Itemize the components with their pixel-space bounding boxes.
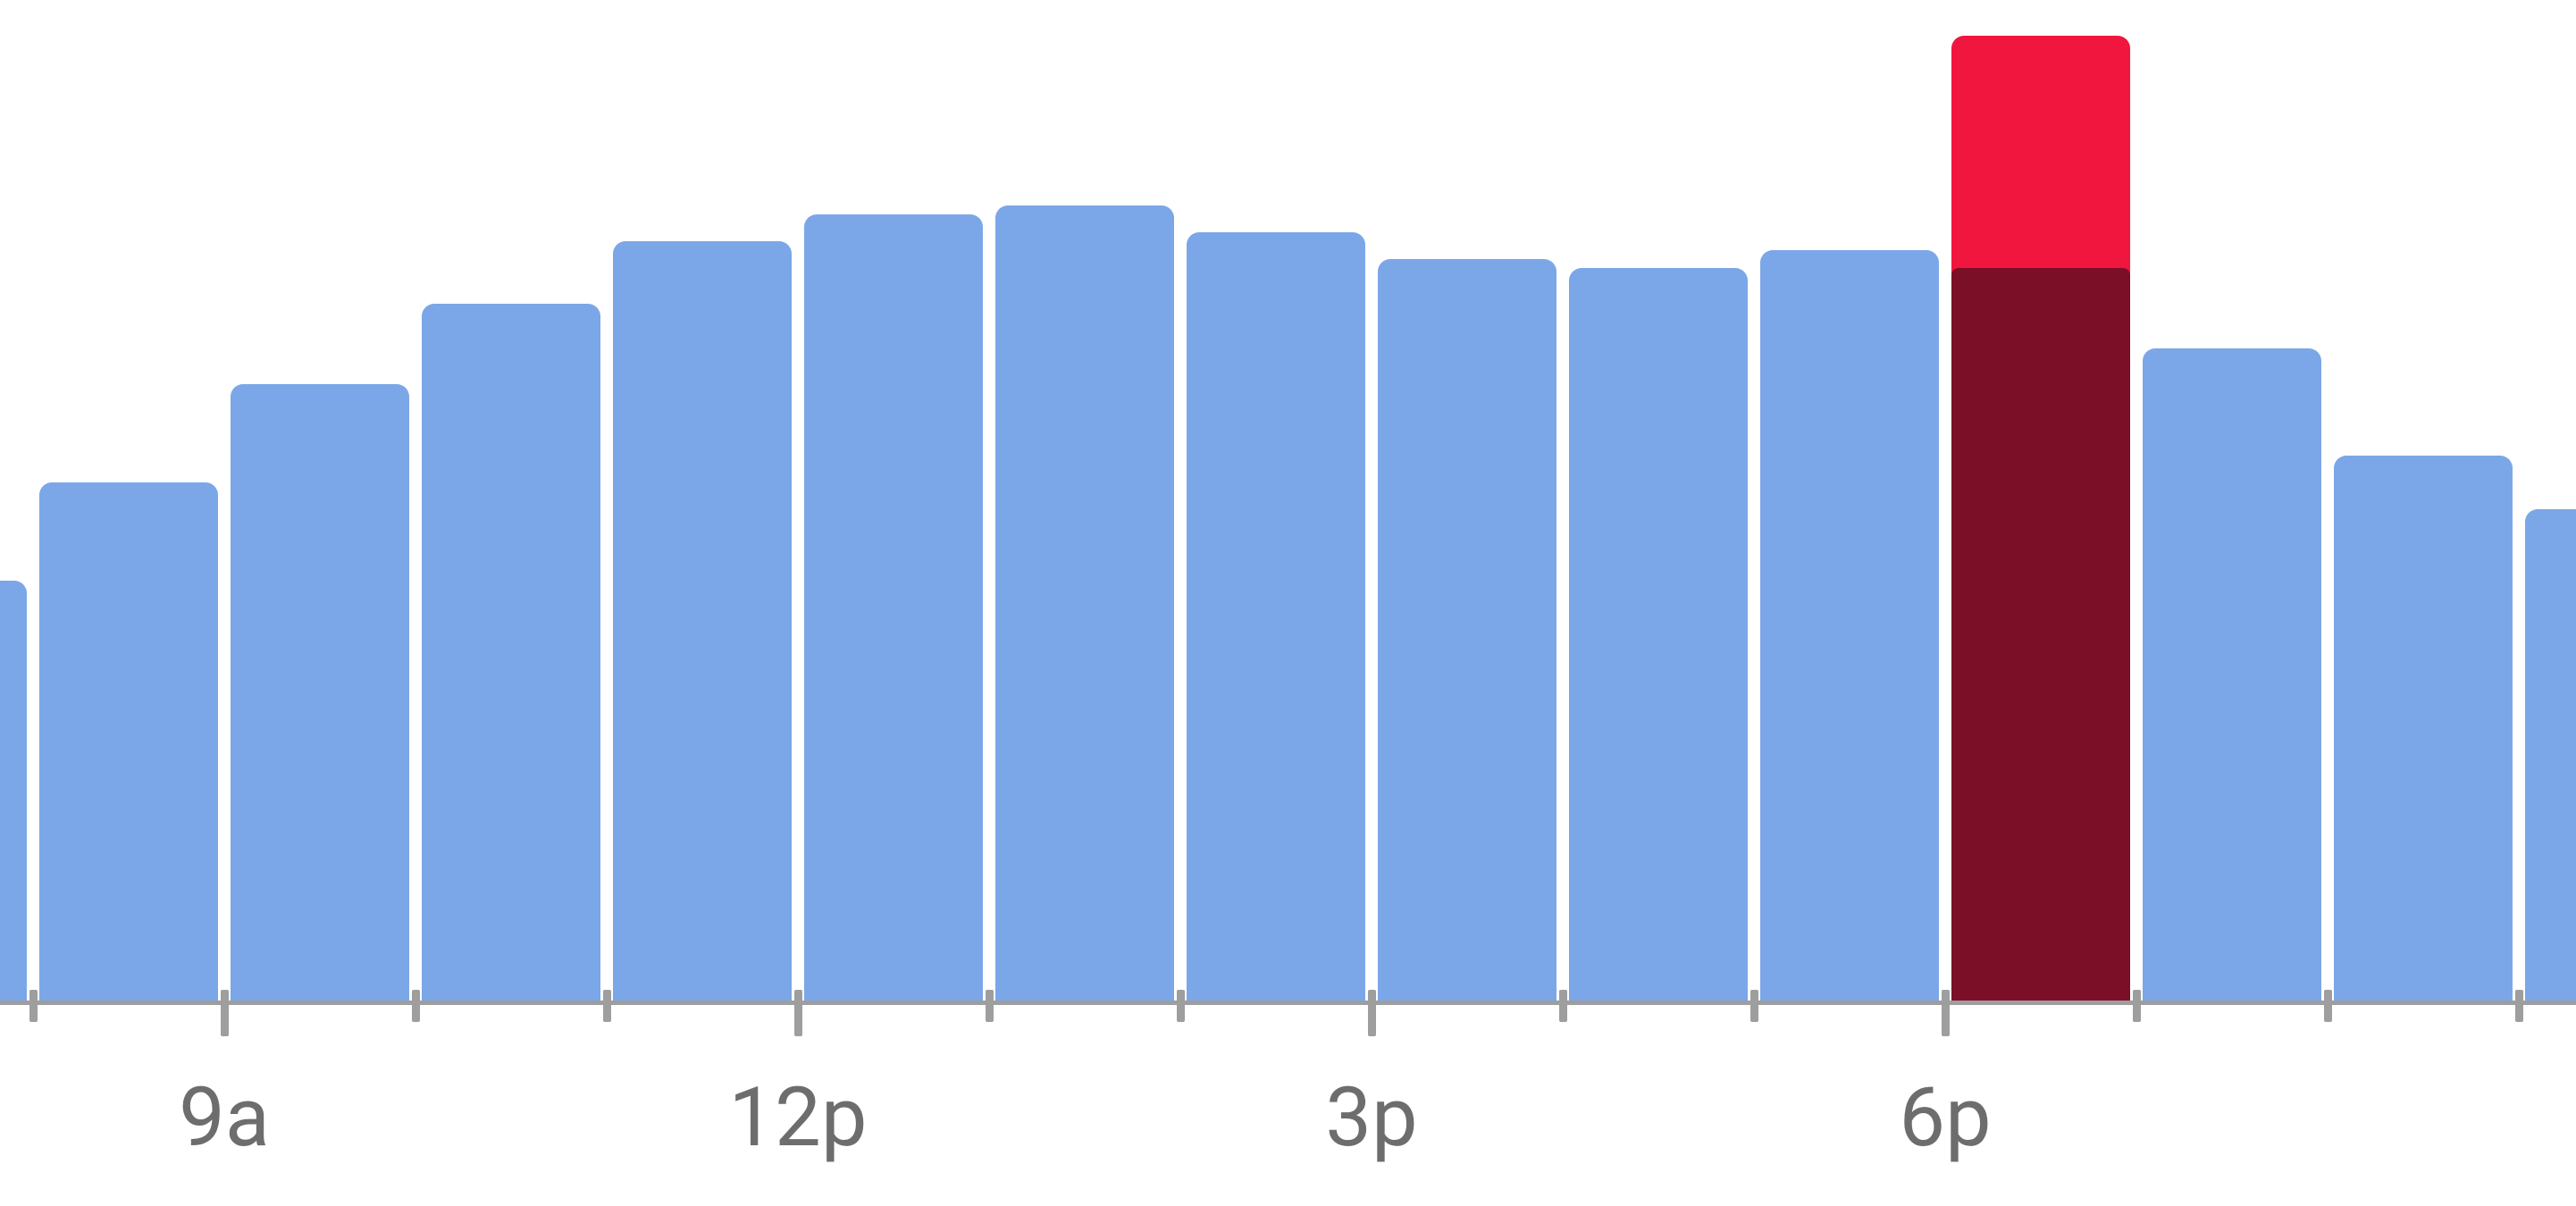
bars-area	[0, 0, 2576, 1001]
minor-tick	[1559, 990, 1567, 1022]
bar-10a[interactable]	[422, 0, 600, 1001]
bar	[39, 482, 218, 1001]
minor-tick	[412, 990, 420, 1022]
bar-7p[interactable]	[2143, 0, 2321, 1001]
x-axis-labels: 9a12p3p6p	[0, 1070, 2576, 1152]
minor-tick	[2515, 990, 2523, 1022]
bar	[2143, 348, 2321, 1001]
bar	[1187, 232, 1365, 1001]
bar-6p[interactable]	[1951, 0, 2130, 1001]
major-tick	[794, 990, 802, 1036]
bar-8p[interactable]	[2334, 0, 2513, 1001]
minor-tick	[29, 990, 38, 1022]
major-tick	[1942, 990, 1950, 1036]
bar	[422, 304, 600, 1001]
minor-tick	[603, 990, 611, 1022]
bar	[2525, 509, 2576, 1001]
bar-11a[interactable]	[613, 0, 792, 1001]
bar-9p[interactable]	[2525, 0, 2576, 1001]
bar-9a[interactable]	[231, 0, 409, 1001]
major-tick	[221, 990, 229, 1036]
bar-7a[interactable]	[0, 0, 27, 1001]
bar-4p[interactable]	[1569, 0, 1748, 1001]
axis-label-3p: 3p	[1325, 1070, 1417, 1166]
bar	[613, 241, 792, 1001]
bar	[804, 214, 983, 1001]
bar-1p[interactable]	[995, 0, 1174, 1001]
minor-tick	[2133, 990, 2141, 1022]
bar	[1760, 250, 1939, 1001]
minor-tick	[986, 990, 994, 1022]
bar	[1569, 268, 1748, 1001]
bar-2p[interactable]	[1187, 0, 1365, 1001]
usual-overlay	[1951, 268, 2130, 1001]
minor-tick	[1177, 990, 1185, 1022]
bar-5p[interactable]	[1760, 0, 1939, 1001]
bar	[1378, 259, 1557, 1001]
axis-label-9a: 9a	[179, 1070, 270, 1166]
minor-tick	[2324, 990, 2332, 1022]
bar	[0, 581, 27, 1001]
bar-12p[interactable]	[804, 0, 983, 1001]
bar	[231, 384, 409, 1001]
bar	[2334, 456, 2513, 1001]
x-axis-ticks	[0, 990, 2576, 1036]
axis-label-6p: 6p	[1899, 1070, 1991, 1166]
bar-8a[interactable]	[39, 0, 218, 1001]
bar-3p[interactable]	[1378, 0, 1557, 1001]
major-tick	[1368, 990, 1376, 1036]
bar	[995, 205, 1174, 1001]
minor-tick	[1750, 990, 1758, 1022]
popular-times-chart: 9a 12p 3p 6p	[0, 0, 2576, 1206]
axis-label-12p: 12p	[728, 1070, 867, 1166]
